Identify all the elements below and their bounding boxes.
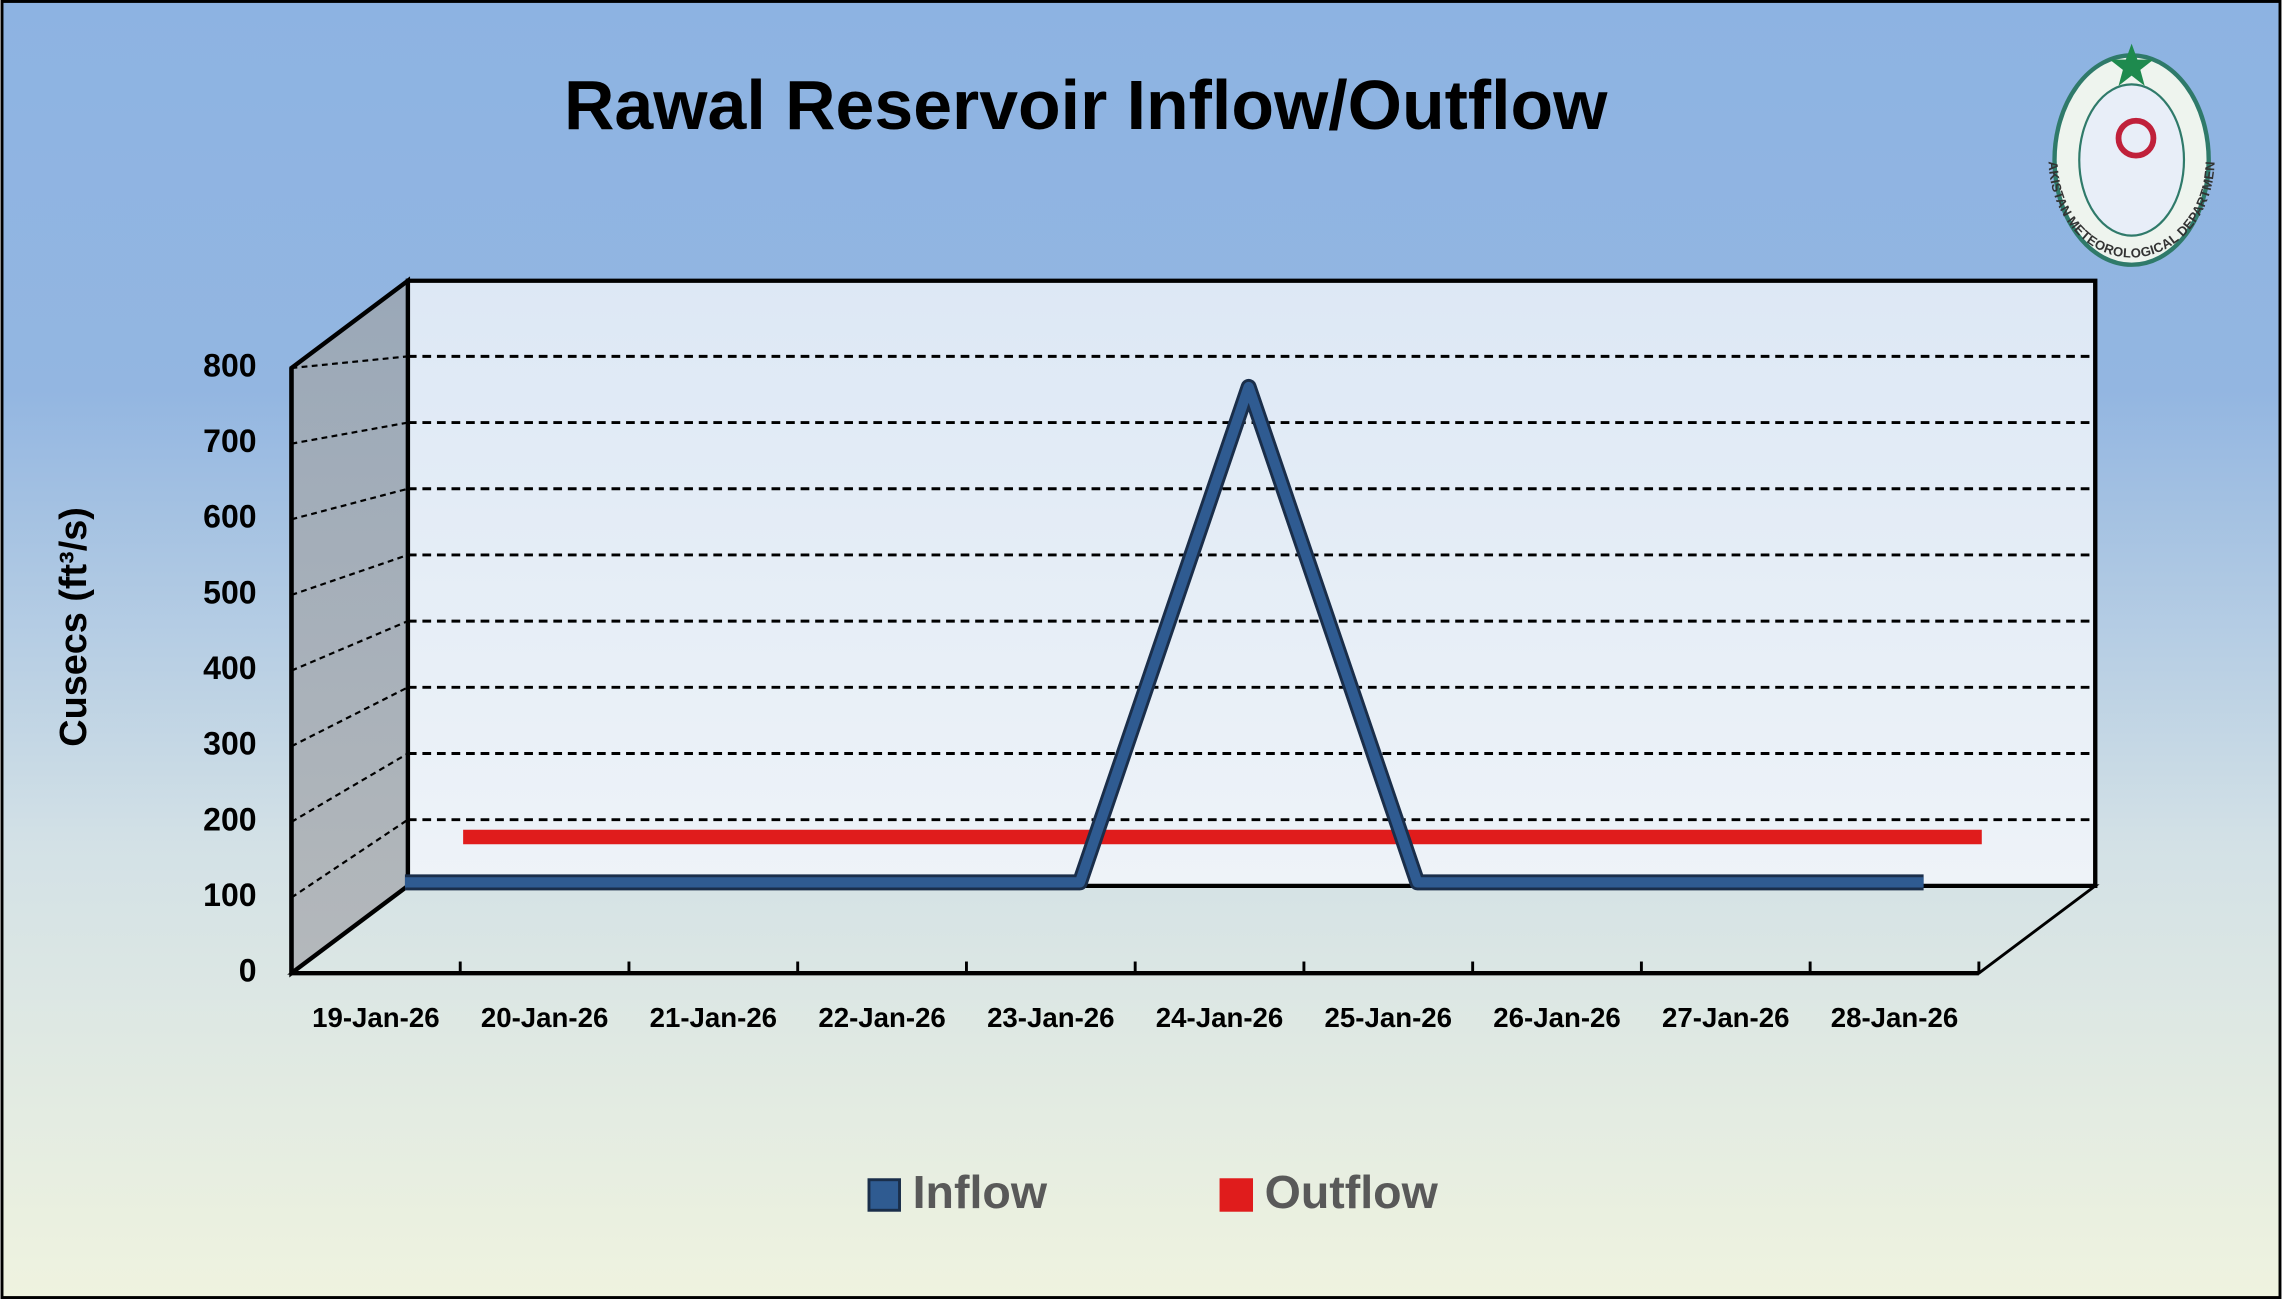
y-tick-label: 800 [203, 347, 256, 383]
y-axis-label: Cusecs (ft³/s) [53, 507, 95, 747]
grid-line [291, 355, 408, 370]
y-tick-label: 100 [203, 877, 256, 913]
x-tick-label: 25-Jan-26 [1325, 1002, 1452, 1033]
x-tick-label: 20-Jan-26 [481, 1002, 608, 1033]
x-tick-label: 27-Jan-26 [1662, 1002, 1789, 1033]
y-tick-label: 500 [203, 574, 256, 610]
legend-label: Outflow [1265, 1166, 1439, 1218]
y-tick-label: 700 [203, 423, 256, 459]
grid-line [290, 686, 409, 748]
x-tick-label: 21-Jan-26 [650, 1002, 777, 1033]
x-tick-label: 28-Jan-26 [1831, 1002, 1958, 1033]
legend-label: Inflow [913, 1166, 1048, 1218]
y-tick-label: 400 [203, 650, 256, 686]
y-tick-label: 0 [239, 953, 257, 989]
y-tick-label: 600 [203, 499, 256, 535]
series-line [404, 381, 1924, 888]
legend: Inflow Outflow [867, 1166, 1439, 1218]
grid-line [290, 885, 409, 975]
y-tick-label: 200 [203, 801, 256, 837]
x-tick-label: 26-Jan-26 [1493, 1002, 1620, 1033]
legend-swatch [1219, 1178, 1254, 1212]
x-tick-label: 19-Jan-26 [312, 1002, 439, 1033]
x-tick-label: 24-Jan-26 [1156, 1002, 1283, 1033]
grid-line [291, 553, 409, 596]
y-tick-label: 300 [203, 726, 256, 762]
chart-title: Rawal Reservoir Inflow/Outflow [564, 66, 1608, 144]
side-wall [289, 276, 411, 978]
grid-line [290, 752, 409, 823]
back-wall [405, 278, 2098, 889]
legend-swatch [867, 1178, 901, 1212]
x-tick-label: 22-Jan-26 [818, 1002, 945, 1033]
grid-line [291, 620, 409, 672]
x-tick-label: 23-Jan-26 [987, 1002, 1114, 1033]
grid-line [290, 818, 409, 899]
